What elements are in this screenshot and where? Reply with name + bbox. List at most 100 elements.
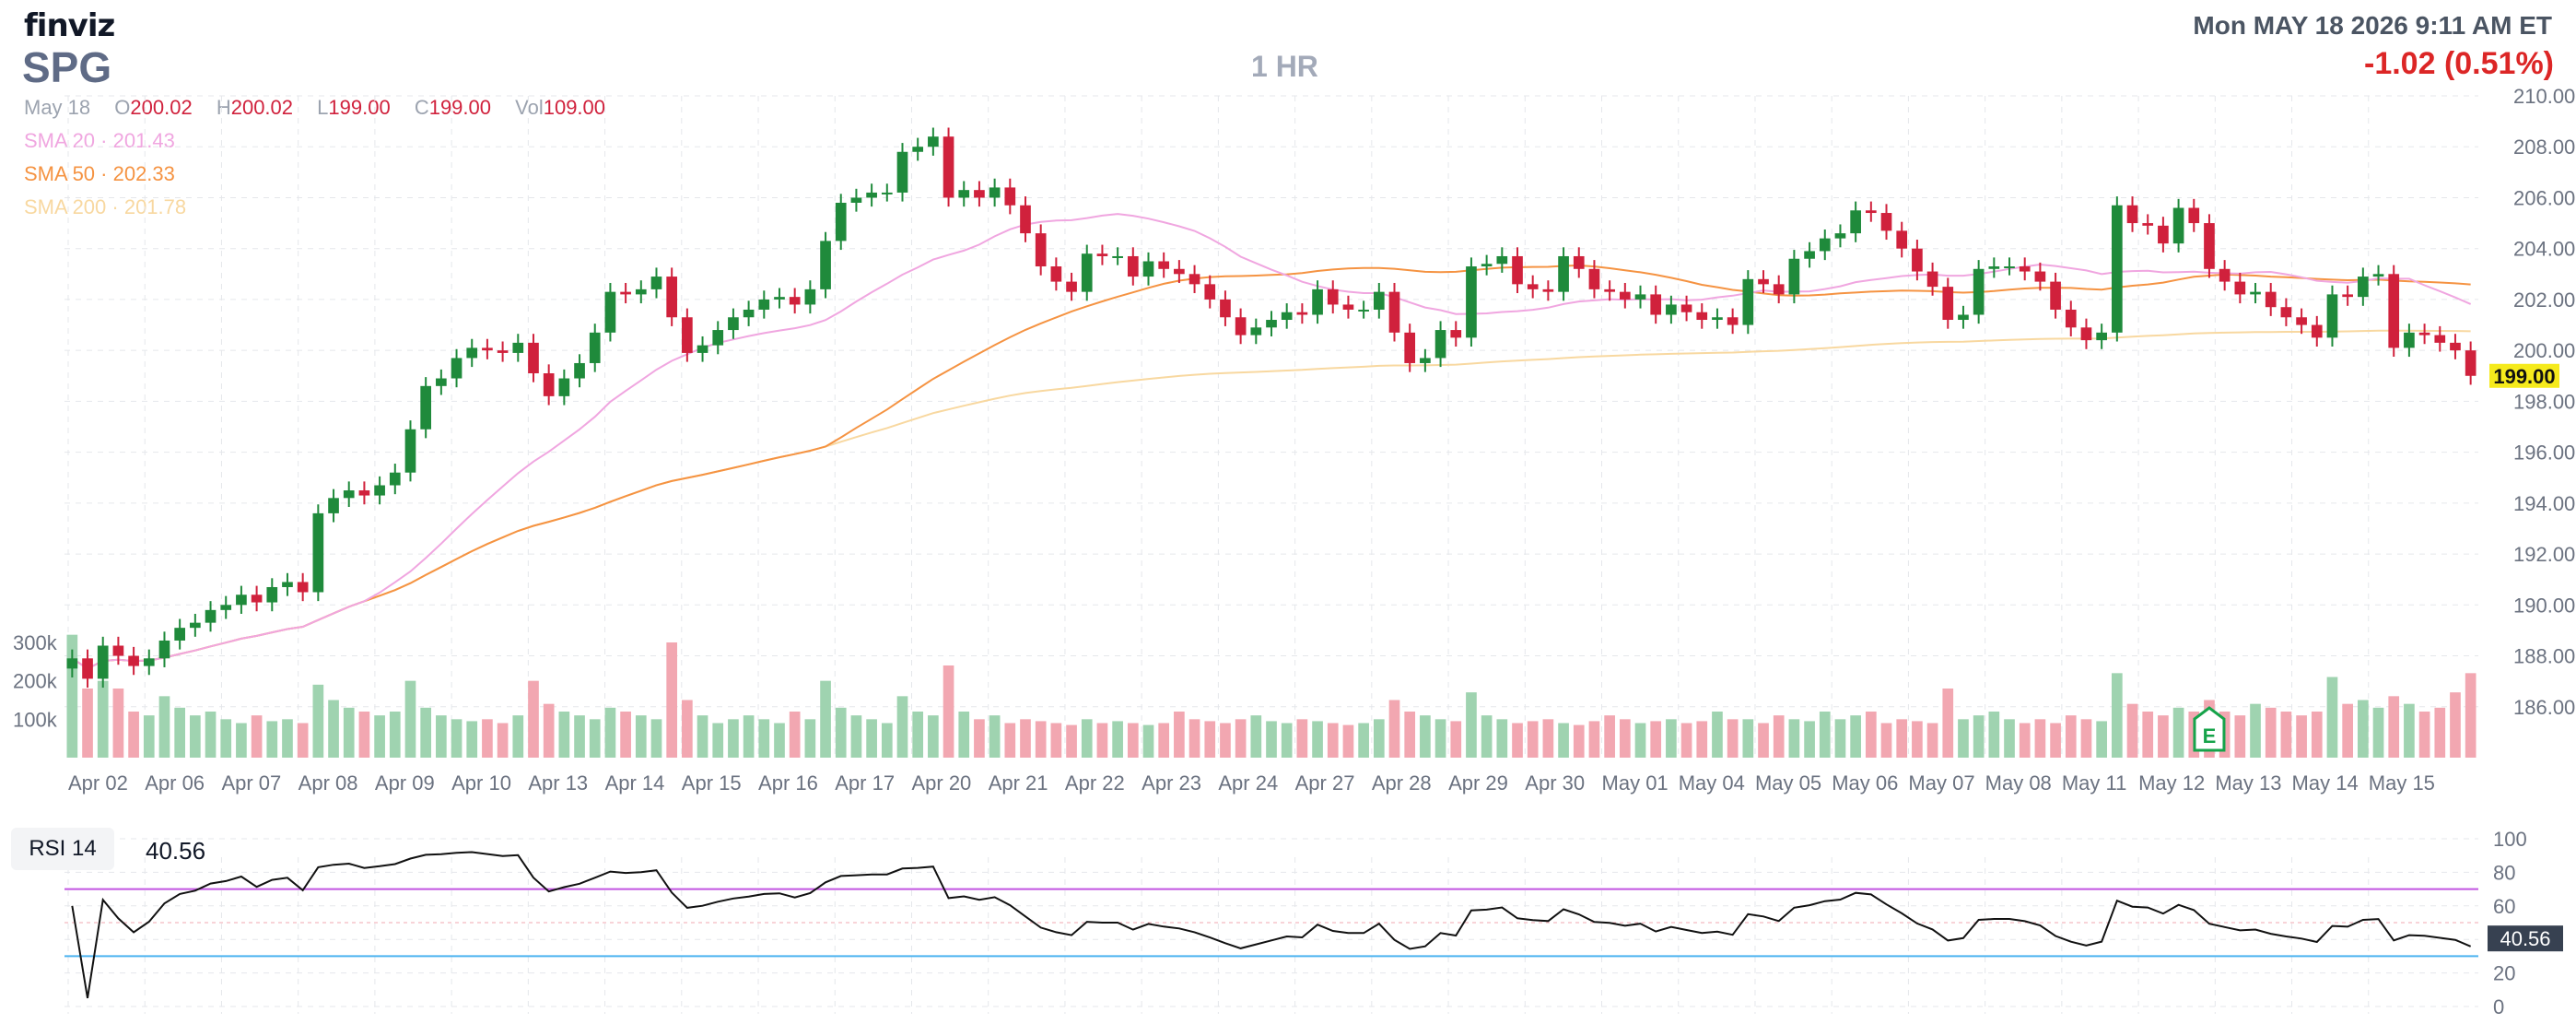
sma200-legend[interactable]: SMA 200 · 201.78 bbox=[24, 195, 187, 218]
candle-body bbox=[2080, 327, 2092, 341]
volume-bar bbox=[1788, 719, 1800, 758]
sma50-legend[interactable]: SMA 50 · 202.33 bbox=[24, 162, 175, 185]
candle-body bbox=[574, 362, 585, 379]
candle-body bbox=[1174, 268, 1185, 275]
volume-bar bbox=[1450, 721, 1462, 758]
open-value: 200.02 bbox=[130, 96, 193, 119]
vol-label: Vol bbox=[515, 96, 544, 119]
time-tick-label: May 13 bbox=[2215, 771, 2281, 795]
volume-bar bbox=[697, 715, 708, 758]
candle-body bbox=[1788, 258, 1800, 295]
candle-body bbox=[1388, 291, 1400, 333]
price-tick-label: 192.00 bbox=[2513, 543, 2575, 566]
volume-bar bbox=[2172, 707, 2184, 758]
volume-bar bbox=[820, 680, 831, 758]
candle-body bbox=[1404, 332, 1416, 363]
volume-bar bbox=[1281, 723, 1293, 758]
candle-body bbox=[512, 342, 524, 353]
volume-bar bbox=[1142, 724, 1154, 758]
candle-body bbox=[1696, 312, 1708, 321]
candle-body bbox=[604, 291, 616, 333]
candle-body bbox=[528, 342, 539, 374]
volume-bar bbox=[896, 696, 908, 758]
candle-body bbox=[1142, 261, 1154, 277]
candle-body bbox=[1112, 255, 1123, 258]
candle-body bbox=[1312, 288, 1323, 315]
rsi-tick-label: 20 bbox=[2493, 962, 2515, 985]
time-tick-label: Apr 27 bbox=[1295, 771, 1355, 795]
close-value: 199.00 bbox=[428, 96, 491, 119]
candle-body bbox=[1373, 291, 1385, 310]
rsi-label[interactable]: RSI 14 bbox=[11, 828, 114, 870]
candle-body bbox=[2004, 266, 2015, 269]
candle-body bbox=[1834, 233, 1846, 239]
candle-body bbox=[312, 512, 324, 593]
candle-body bbox=[1266, 320, 1277, 328]
sma20-legend[interactable]: SMA 20 · 201.43 bbox=[24, 129, 175, 152]
candle-body bbox=[2418, 332, 2430, 336]
volume-bar bbox=[666, 642, 678, 758]
candle-body bbox=[1880, 213, 1892, 231]
candle-body bbox=[543, 373, 555, 396]
volume-bar bbox=[2111, 673, 2123, 758]
time-tick-label: Apr 22 bbox=[1065, 771, 1125, 795]
candle-body bbox=[1066, 281, 1077, 292]
candle-body bbox=[1573, 255, 1585, 269]
candle-body bbox=[66, 658, 78, 669]
time-tick-label: May 04 bbox=[1679, 771, 1745, 795]
finviz-logo[interactable]: finviz bbox=[24, 7, 115, 44]
candle-body bbox=[1512, 255, 1523, 285]
volume-bar bbox=[158, 696, 170, 758]
volume-bar bbox=[682, 700, 693, 758]
volume-bar bbox=[512, 715, 524, 758]
volume-bar bbox=[2065, 715, 2077, 758]
timeframe-label[interactable]: 1 HR bbox=[1251, 50, 1318, 83]
earnings-marker-icon bbox=[2193, 706, 2226, 752]
volume-bar bbox=[1096, 723, 1108, 758]
time-tick-label: Apr 06 bbox=[145, 771, 205, 795]
candle-body bbox=[1358, 309, 1369, 312]
candle-body bbox=[328, 498, 339, 513]
volume-bar bbox=[1081, 719, 1093, 758]
legend-close: C199.00 bbox=[415, 96, 491, 119]
volume-bar bbox=[2450, 692, 2461, 758]
candle-body bbox=[220, 605, 232, 610]
volume-bar bbox=[2050, 723, 2061, 758]
volume-bar bbox=[835, 707, 847, 758]
volume-bar bbox=[2388, 696, 2400, 758]
low-label: L bbox=[317, 96, 329, 119]
candle-body bbox=[1004, 187, 1016, 206]
candle-body bbox=[589, 332, 601, 363]
ticker-symbol: SPG bbox=[22, 43, 112, 91]
candle-body bbox=[912, 147, 924, 152]
candle-body bbox=[1420, 358, 1431, 363]
price-tick-label: 202.00 bbox=[2513, 288, 2575, 312]
candle-body bbox=[82, 658, 93, 679]
volume-bar bbox=[82, 689, 93, 758]
candle-body bbox=[958, 190, 970, 198]
volume-bar bbox=[2418, 712, 2430, 758]
legend-low: L199.00 bbox=[317, 96, 391, 119]
volume-bar bbox=[1481, 715, 1493, 758]
time-tick-label: Apr 20 bbox=[911, 771, 971, 795]
volume-bar bbox=[2358, 700, 2369, 758]
volume-bar bbox=[635, 715, 647, 758]
volume-bar bbox=[789, 712, 801, 758]
candle-body bbox=[266, 586, 278, 603]
open-label: O bbox=[114, 96, 131, 119]
volume-bar bbox=[1680, 723, 1692, 758]
candle-body bbox=[1926, 271, 1938, 288]
volume-bar bbox=[312, 684, 324, 758]
candle-body bbox=[1650, 294, 1662, 315]
candle-body bbox=[1634, 294, 1646, 300]
candle-body bbox=[2280, 307, 2292, 318]
volume-bar bbox=[404, 680, 416, 758]
candle-body bbox=[804, 288, 816, 305]
volume-bar bbox=[866, 719, 877, 758]
candle-body bbox=[881, 192, 893, 194]
volume-bar bbox=[1235, 719, 1247, 758]
candle-body bbox=[2172, 207, 2184, 244]
time-tick-label: Apr 08 bbox=[299, 771, 358, 795]
volume-bar bbox=[774, 723, 785, 758]
